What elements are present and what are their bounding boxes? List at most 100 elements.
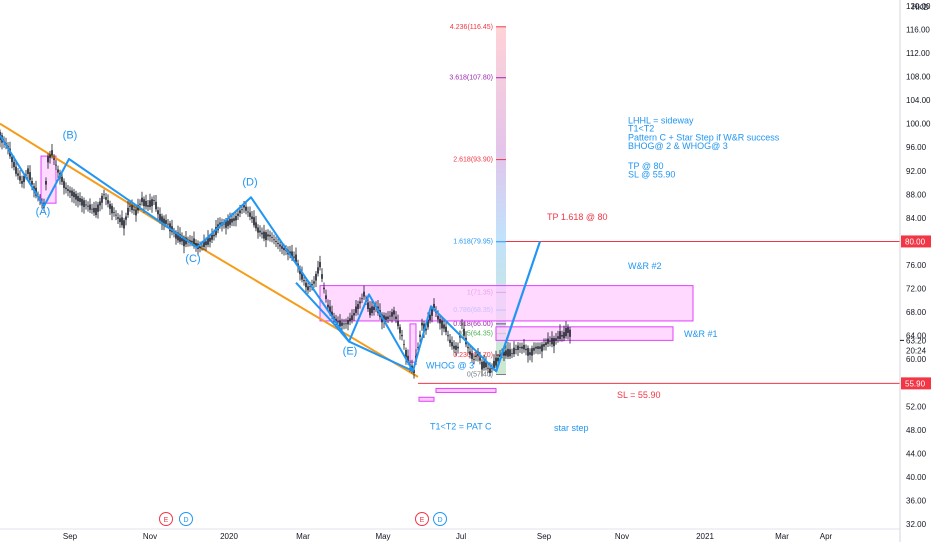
candle-body	[229, 219, 231, 225]
candle-body	[263, 231, 265, 239]
candle-body	[385, 316, 387, 320]
candle-body	[163, 218, 165, 224]
annotation-note: SL = 55.90	[617, 390, 660, 400]
candle-body	[441, 320, 443, 329]
candle-body	[255, 222, 257, 229]
candle-body	[119, 218, 121, 223]
candle-body	[563, 332, 565, 339]
candle-body	[319, 262, 321, 268]
candle-body	[49, 154, 51, 158]
y-tick-label: 76.00	[906, 261, 927, 270]
fib-level-label: 3.618(107.80)	[449, 75, 493, 82]
candle-body	[299, 268, 301, 275]
candle-body	[393, 310, 395, 315]
candle-body	[191, 240, 193, 242]
candle-body	[113, 211, 115, 213]
candle-body	[463, 328, 465, 336]
candle-body	[403, 344, 405, 346]
candle-body	[349, 318, 351, 322]
event-marker-label: D	[183, 517, 188, 524]
candle-body	[405, 350, 407, 358]
candle-body	[21, 181, 23, 184]
candle-body	[467, 346, 469, 349]
candle-body	[201, 245, 203, 247]
candle-body	[235, 216, 237, 221]
candle-body	[153, 200, 155, 201]
candle-body	[359, 301, 361, 304]
candle-body	[245, 206, 247, 211]
candle-body	[513, 347, 515, 355]
candle-body	[267, 234, 269, 237]
event-marker-label: E	[164, 517, 169, 524]
candle-body	[69, 190, 71, 193]
candle-body	[145, 201, 147, 207]
candle-body	[275, 241, 277, 242]
time-axis: Sep Nov 2020 Mar May Jul Sep Nov 2021 Mar Apr	[0, 528, 900, 541]
x-tick-label: Sep	[537, 532, 552, 541]
candle-body	[29, 172, 31, 181]
y-tick-label: 104.00	[906, 96, 931, 105]
candle-body	[89, 204, 91, 210]
candle-body	[157, 210, 159, 215]
candle-body	[279, 244, 281, 247]
candle-body	[269, 234, 271, 237]
x-tick-label: Nov	[143, 532, 157, 541]
candle-body	[175, 233, 177, 239]
x-tick-label: May	[375, 532, 390, 541]
candle-body	[87, 205, 89, 207]
candle-body	[497, 357, 499, 362]
candle-body	[109, 204, 111, 209]
candle-body	[193, 238, 195, 247]
x-tick-label: Apr	[820, 532, 833, 541]
candle-body	[123, 220, 125, 229]
candle-body	[451, 342, 453, 347]
y-tick-label: 84.00	[906, 214, 927, 223]
candle-body	[447, 335, 449, 337]
candle-body	[115, 214, 117, 216]
candle-body	[341, 322, 343, 326]
candle-body	[155, 201, 157, 210]
candle-body	[545, 342, 547, 346]
candle-body	[453, 345, 455, 349]
candle-body	[547, 338, 549, 344]
candle-body	[283, 247, 285, 251]
candle-body	[271, 237, 273, 238]
candle-body	[561, 334, 563, 337]
candle-body	[309, 286, 311, 288]
candle-body	[307, 286, 309, 291]
annotation-note: TP 1.618 @ 80	[547, 212, 608, 222]
candle-body	[99, 201, 101, 206]
candle-body	[135, 209, 137, 216]
candle-body	[85, 204, 87, 206]
event-marker-label: D	[437, 517, 442, 524]
candle-body	[173, 232, 175, 234]
candle-body	[323, 287, 325, 290]
y-tick-label: 72.00	[906, 285, 927, 294]
candle-body	[395, 316, 397, 320]
candle-body	[485, 362, 487, 368]
candle-body	[67, 189, 69, 191]
candle-body	[569, 329, 571, 337]
candle-body	[125, 216, 127, 220]
candle-body	[353, 313, 355, 316]
candle-body	[505, 350, 507, 356]
annotation-note: TP @ 80	[628, 161, 664, 171]
annotation-note: star step	[554, 423, 589, 433]
candle-body	[281, 246, 283, 249]
candle-body	[181, 238, 183, 242]
candle-body	[337, 321, 339, 323]
y-tick-label: 44.00	[906, 449, 927, 458]
annotation-note: Pattern C + Star Step if W&R success	[628, 133, 780, 143]
candle-body	[251, 216, 253, 219]
candle-body	[273, 239, 275, 241]
event-marker-label: E	[420, 517, 425, 524]
candle-body	[483, 361, 485, 368]
candle-body	[345, 323, 347, 325]
candle-body	[195, 243, 197, 247]
candle-body	[317, 267, 319, 274]
y-tick-label: 88.00	[906, 190, 927, 199]
candle-body	[51, 150, 53, 156]
candle-body	[65, 187, 67, 190]
candle-body	[219, 222, 221, 225]
